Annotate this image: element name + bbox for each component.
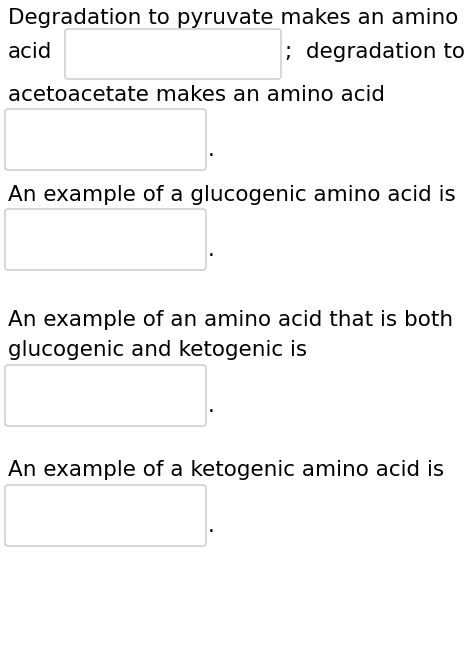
Text: .: . <box>208 240 215 260</box>
FancyBboxPatch shape <box>5 209 206 270</box>
FancyBboxPatch shape <box>65 29 281 79</box>
Text: An example of a ketogenic amino acid is: An example of a ketogenic amino acid is <box>8 460 444 480</box>
Text: .: . <box>208 516 215 536</box>
Text: .: . <box>208 140 215 160</box>
Text: An example of a glucogenic amino acid is: An example of a glucogenic amino acid is <box>8 185 456 205</box>
Text: ;  degradation to: ; degradation to <box>285 42 465 62</box>
Text: An example of an amino acid that is both: An example of an amino acid that is both <box>8 310 453 330</box>
Text: Degradation to pyruvate makes an amino: Degradation to pyruvate makes an amino <box>8 8 458 28</box>
FancyBboxPatch shape <box>5 365 206 426</box>
FancyBboxPatch shape <box>5 485 206 546</box>
Text: .: . <box>208 396 215 416</box>
Text: glucogenic and ketogenic is: glucogenic and ketogenic is <box>8 340 307 360</box>
Text: acetoacetate makes an amino acid: acetoacetate makes an amino acid <box>8 85 385 105</box>
FancyBboxPatch shape <box>5 109 206 170</box>
Text: acid: acid <box>8 42 52 62</box>
